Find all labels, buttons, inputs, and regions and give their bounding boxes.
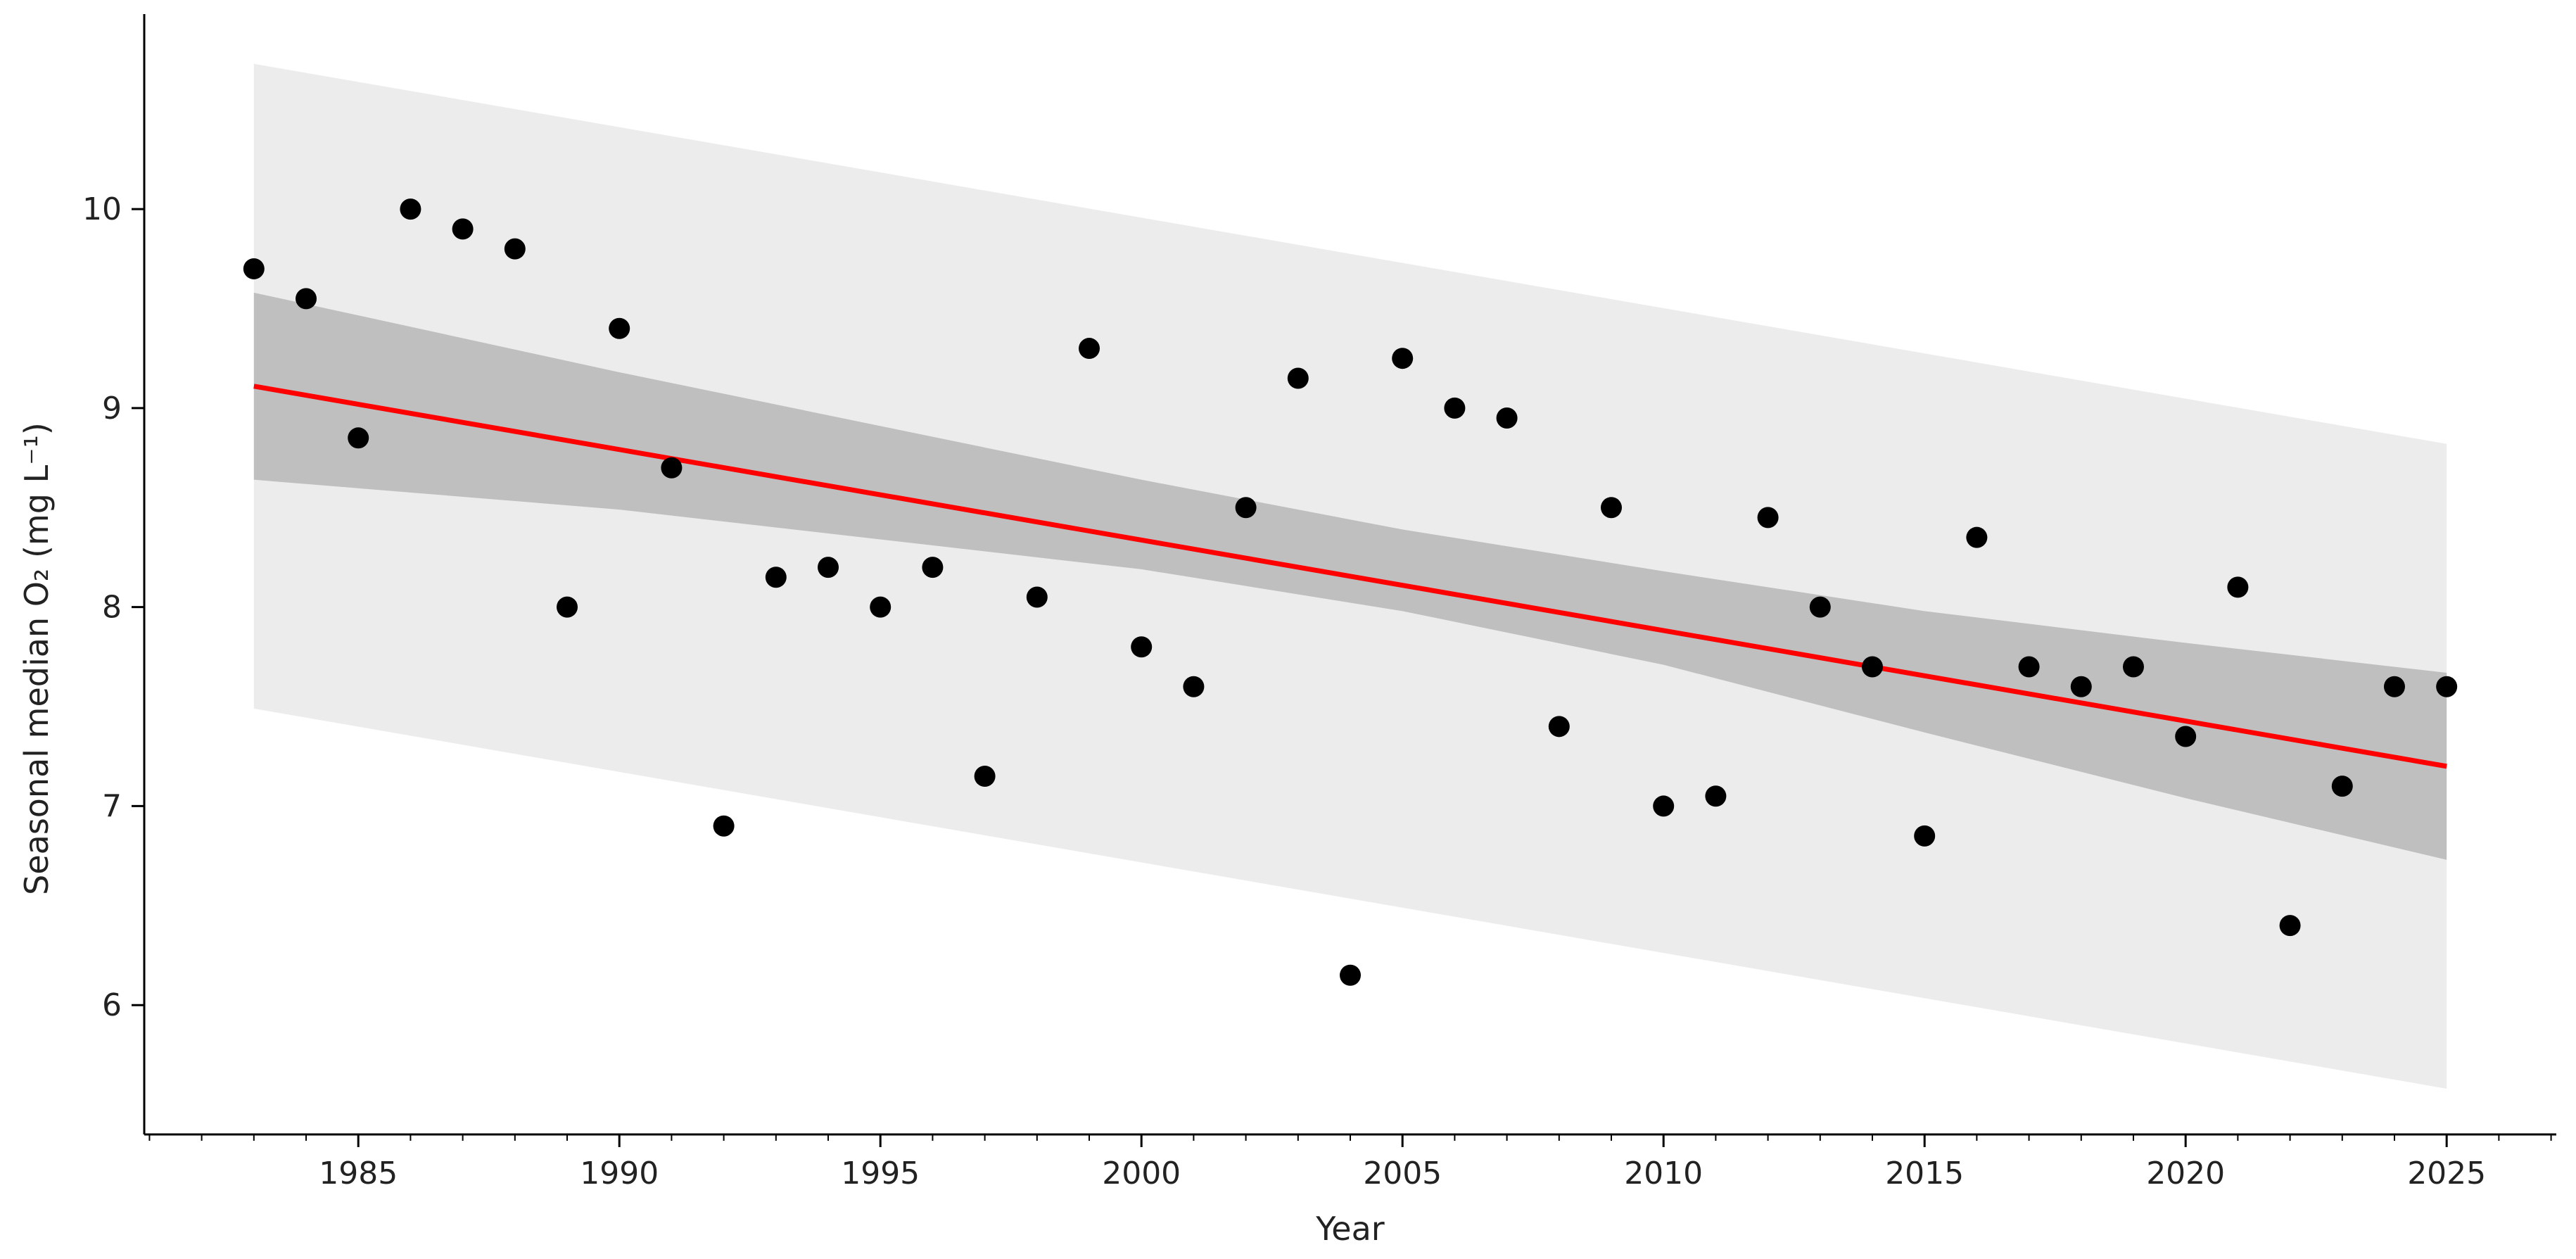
- data-point: [1861, 656, 1883, 678]
- data-point: [1392, 348, 1414, 369]
- x-tick-label: 2015: [1885, 1156, 1964, 1191]
- data-point: [922, 557, 944, 578]
- x-tick-label: 2020: [2146, 1156, 2225, 1191]
- x-tick-label: 1990: [580, 1156, 659, 1191]
- data-point: [1548, 716, 1570, 738]
- trend-line: [253, 384, 2447, 769]
- data-point: [1131, 636, 1153, 658]
- x-tick-label: 2025: [2407, 1156, 2486, 1191]
- data-point: [1079, 338, 1100, 360]
- data-point: [2122, 656, 2144, 678]
- x-tick-label: 2005: [1363, 1156, 1442, 1191]
- data-point: [504, 238, 526, 260]
- data-point: [818, 557, 839, 578]
- data-point: [1287, 367, 1309, 389]
- data-point: [1914, 825, 1936, 847]
- data-point: [870, 596, 892, 618]
- data-point: [661, 457, 683, 479]
- data-point: [974, 766, 996, 787]
- scatter-points: [243, 198, 2458, 986]
- y-tick-label: 8: [102, 590, 122, 626]
- data-point: [1653, 795, 1675, 817]
- data-point: [1757, 507, 1779, 529]
- data-point: [765, 567, 787, 588]
- data-point: [243, 258, 265, 279]
- data-point: [1340, 964, 1361, 986]
- trend-line-layer: [253, 384, 2447, 769]
- data-point: [609, 317, 630, 339]
- x-tick-label: 1995: [841, 1156, 920, 1191]
- y-tick-label: 9: [102, 391, 122, 426]
- data-point: [2070, 676, 2092, 697]
- x-tick-label: 2000: [1102, 1156, 1181, 1191]
- y-tick-label: 6: [102, 987, 122, 1023]
- data-point: [1235, 497, 1257, 519]
- data-point: [1600, 497, 1622, 519]
- data-point: [2383, 676, 2405, 697]
- data-point: [348, 427, 369, 449]
- data-point: [2436, 676, 2458, 697]
- data-point: [1966, 526, 1988, 548]
- data-point: [452, 218, 474, 240]
- data-point: [1705, 785, 1727, 807]
- x-tick-label: 1985: [319, 1156, 398, 1191]
- data-point: [2331, 776, 2353, 797]
- y-tick-label: 7: [102, 788, 122, 824]
- data-point: [1183, 676, 1205, 697]
- data-point: [1809, 596, 1831, 618]
- data-point: [296, 288, 317, 310]
- data-point: [557, 596, 578, 618]
- data-point: [713, 815, 735, 837]
- data-point: [1026, 586, 1048, 608]
- axis-labels: Year Seasonal median O₂ (mg L⁻¹): [18, 422, 1385, 1248]
- data-point: [2227, 576, 2249, 598]
- data-point: [400, 198, 421, 220]
- x-tick-label: 2010: [1624, 1156, 1703, 1191]
- axes: 1985 1990 1995 2000 2005 2010 2015 2020 2025 6 7 8 9…: [82, 14, 2556, 1191]
- x-axis-title: Year: [1315, 1210, 1384, 1248]
- data-point: [2018, 656, 2040, 678]
- y-tick-label: 10: [82, 191, 122, 227]
- y-axis-title: Seasonal median O₂ (mg L⁻¹): [18, 422, 56, 895]
- data-point: [1444, 397, 1466, 419]
- data-point: [2279, 915, 2301, 937]
- data-point: [1496, 407, 1518, 429]
- data-point: [2175, 726, 2197, 747]
